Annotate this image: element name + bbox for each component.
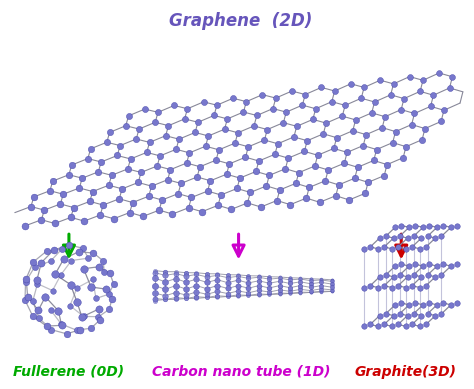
Text: Carbon nano tube (1D): Carbon nano tube (1D)	[152, 364, 330, 378]
Text: Fullerene (0D): Fullerene (0D)	[13, 364, 125, 378]
Text: Graphite(3D): Graphite(3D)	[355, 364, 457, 378]
Text: Graphene  (2D): Graphene (2D)	[169, 12, 312, 30]
